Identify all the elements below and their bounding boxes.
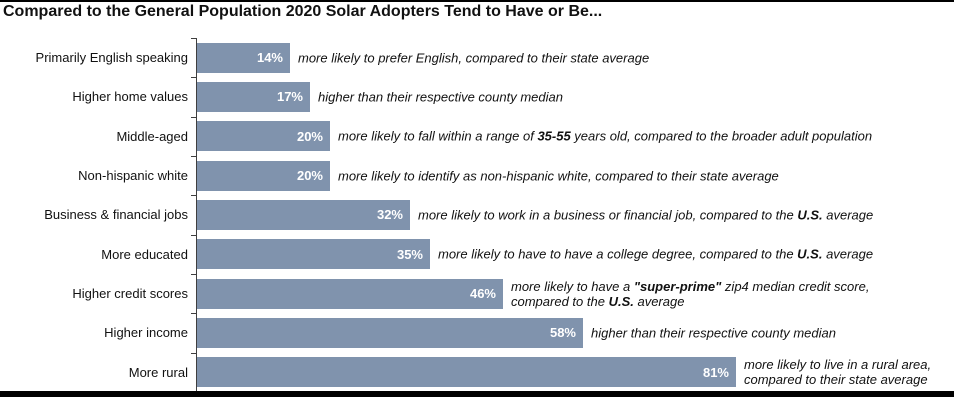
bar-annotation: higher than their respective county medi…: [318, 89, 563, 104]
bar-annotation: more likely to have a "super-prime" zip4…: [511, 279, 869, 309]
bar-value-label: 35%: [396, 246, 423, 262]
annotation-line: more likely to have a "super-prime" zip4…: [511, 279, 869, 294]
bar: 46%: [197, 278, 503, 309]
bar: 81%: [197, 357, 736, 388]
annotation-bold-segment: U.S.: [797, 207, 823, 223]
category-label: Primarily English speaking: [35, 50, 188, 66]
bar-value-label: 46%: [469, 286, 496, 302]
bar: 20%: [197, 160, 330, 191]
chart-row: Higher credit scores 46% more likely to ha…: [0, 274, 954, 313]
annotation-segment: more likely to identify as non-hispanic …: [338, 168, 779, 184]
category-label: More educated: [101, 246, 188, 262]
y-axis-tick: [191, 353, 196, 354]
chart-row: Middle-aged 20% more likely to fall within…: [0, 117, 954, 156]
y-axis-tick: [191, 156, 196, 157]
bar: 17%: [197, 81, 310, 112]
annotation-line: compared to the U.S. average: [511, 294, 869, 309]
y-axis-tick: [191, 77, 196, 78]
bar: 14%: [197, 42, 290, 73]
bar-annotation: more likely to work in a business or fin…: [418, 207, 873, 222]
annotation-segment: higher than their respective county medi…: [591, 325, 836, 341]
chart-row: Primarily English speaking 14% more likely…: [0, 38, 954, 77]
annotation-segment: years old, compared to the broader adult…: [570, 128, 873, 144]
annotation-line: more likely to prefer English, compared …: [298, 50, 649, 65]
bar-value-label: 20%: [296, 128, 323, 144]
y-axis-tick: [191, 235, 196, 236]
chart-row: More educated 35% more likely to have to h…: [0, 235, 954, 274]
annotation-segment: more likely to have to have a college de…: [438, 246, 798, 262]
bar: 32%: [197, 199, 410, 230]
annotation-line: compared to their state average: [744, 372, 931, 387]
top-border-rule: [0, 0, 954, 2]
category-label: Middle-aged: [116, 128, 188, 144]
bar-annotation: more likely to identify as non-hispanic …: [338, 168, 779, 183]
bar: 20%: [197, 121, 330, 152]
bottom-border-rule: [0, 391, 954, 397]
y-axis-line: [196, 38, 197, 392]
bar-value-label: 58%: [549, 325, 576, 341]
bar-value-label: 81%: [702, 364, 729, 380]
annotation-line: higher than their respective county medi…: [318, 89, 563, 104]
annotation-bold-segment: "super-prime": [633, 278, 722, 294]
category-label: Higher home values: [72, 89, 188, 105]
annotation-segment: more likely to live in a rural area,: [744, 357, 932, 373]
annotation-line: more likely to have to have a college de…: [438, 247, 873, 262]
annotation-line: more likely to work in a business or fin…: [418, 207, 873, 222]
bar-value-label: 32%: [376, 207, 403, 223]
bar-value-label: 20%: [296, 168, 323, 184]
chart-row: Non-hispanic white 20% more likely to iden…: [0, 156, 954, 195]
y-axis-tick: [191, 195, 196, 196]
y-axis-tick: [191, 38, 196, 39]
category-label: Higher income: [104, 325, 188, 341]
bar-value-label: 14%: [256, 50, 283, 66]
annotation-bold-segment: 35-55: [537, 128, 571, 144]
bar-value-label: 17%: [276, 89, 303, 105]
bar: 58%: [197, 317, 583, 348]
bar-annotation: more likely to fall within a range of 35…: [338, 129, 872, 144]
annotation-line: more likely to identify as non-hispanic …: [338, 168, 779, 183]
annotation-line: more likely to fall within a range of 35…: [338, 129, 872, 144]
bar: 35%: [197, 239, 430, 270]
annotation-segment: more likely to fall within a range of: [338, 128, 538, 144]
annotation-line: more likely to live in a rural area,: [744, 357, 931, 372]
bar-annotation: higher than their respective county medi…: [591, 325, 836, 340]
annotation-bold-segment: U.S.: [608, 293, 634, 309]
category-label: Non-hispanic white: [78, 168, 188, 184]
chart-row: Business & financial jobs 32% more likely …: [0, 195, 954, 234]
bar-annotation: more likely to live in a rural area, comp…: [744, 357, 931, 387]
annotation-segment: more likely to have a: [511, 278, 634, 294]
annotation-segment: compared to the: [511, 293, 609, 309]
y-axis-tick: [191, 117, 196, 118]
y-axis-tick: [191, 313, 196, 314]
category-label: More rural: [128, 364, 188, 380]
annotation-segment: average: [633, 293, 685, 309]
annotation-segment: zip4 median credit score,: [721, 278, 870, 294]
category-label: Higher credit scores: [72, 286, 188, 302]
bar-annotation: more likely to prefer English, compared …: [298, 50, 649, 65]
annotation-bold-segment: U.S.: [797, 246, 823, 262]
annotation-line: higher than their respective county medi…: [591, 325, 836, 340]
plot-area: Primarily English speaking 14% more likely…: [0, 38, 954, 392]
y-axis-tick: [191, 274, 196, 275]
category-label: Business & financial jobs: [44, 207, 188, 223]
annotation-segment: higher than their respective county medi…: [318, 89, 563, 105]
annotation-segment: more likely to prefer English, compared …: [298, 50, 650, 66]
annotation-segment: average: [822, 246, 874, 262]
chart-row: Higher home values 17% higher than their r…: [0, 77, 954, 116]
annotation-segment: average: [822, 207, 874, 223]
annotation-segment: compared to their state average: [744, 372, 928, 388]
chart-row: More rural 81% more likely to live in a ru…: [0, 353, 954, 392]
chart-row: Higher income 58% higher than their respec…: [0, 313, 954, 352]
chart-title: Compared to the General Population 2020 …: [3, 3, 603, 20]
bar-annotation: more likely to have to have a college de…: [438, 247, 873, 262]
annotation-segment: more likely to work in a business or fin…: [418, 207, 798, 223]
